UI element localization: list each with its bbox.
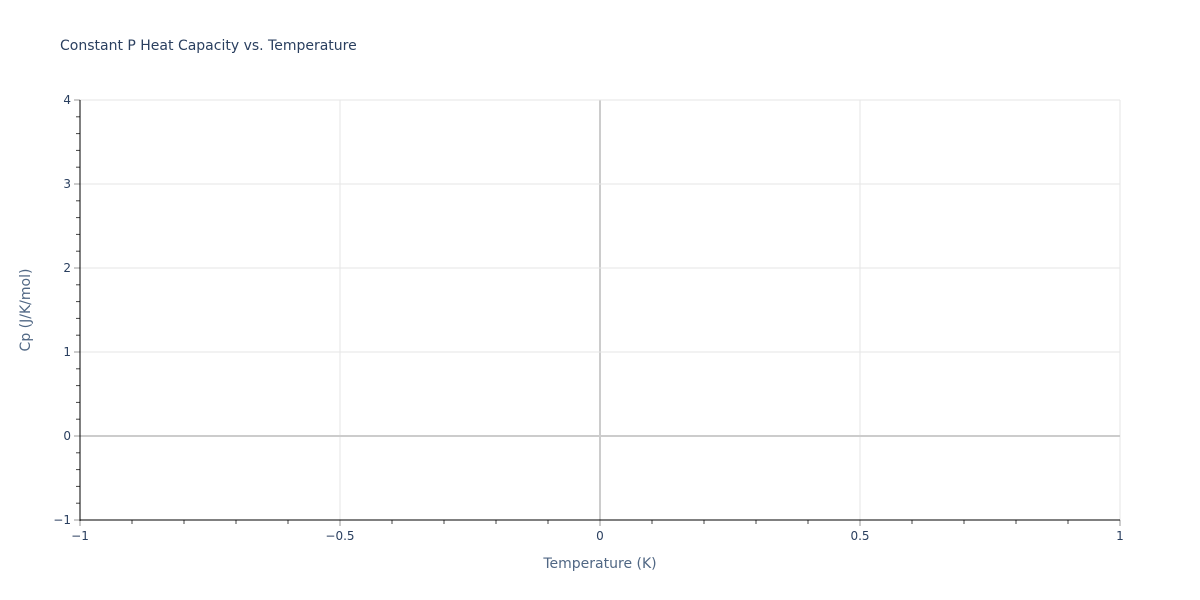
y-tick-label: 4 (63, 93, 71, 107)
x-axis-title: Temperature (K) (542, 556, 656, 572)
x-tick-label: 1 (1116, 529, 1124, 543)
x-tick-label: 0.5 (850, 529, 869, 543)
x-tick-label: 0 (596, 529, 604, 543)
y-tick-label: −1 (53, 513, 71, 527)
x-tick-label: −0.5 (325, 529, 354, 543)
y-tick-label: 1 (63, 345, 71, 359)
y-tick-label: 0 (63, 429, 71, 443)
grid (80, 99, 1121, 520)
axes: −1 −0.5 0 0.5 1 −1 0 1 2 3 4 (53, 93, 1124, 543)
y-tick-label: 2 (63, 261, 71, 275)
chart-title: Constant P Heat Capacity vs. Temperature (60, 38, 357, 54)
x-tick-label: −1 (71, 529, 89, 543)
y-axis-title: Cp (J/K/mol) (18, 269, 34, 352)
y-tick-label: 3 (63, 177, 71, 191)
